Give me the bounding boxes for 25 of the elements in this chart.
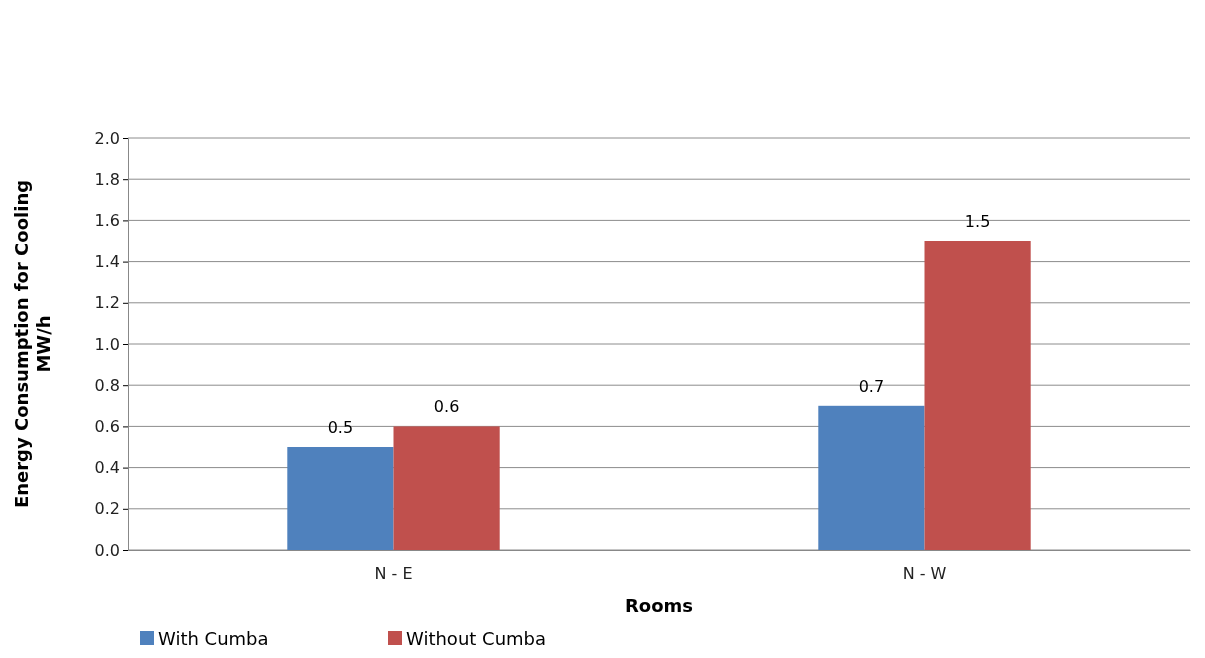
y-tick-label: 0.6 xyxy=(94,417,120,437)
x-axis-title: Rooms xyxy=(624,595,694,616)
y-tick-label: 1.4 xyxy=(94,252,120,272)
y-tick-label: 1.6 xyxy=(94,211,120,231)
bar xyxy=(818,405,925,550)
y-tick-label: 1.8 xyxy=(94,169,120,189)
y-tick-label: 0.8 xyxy=(94,375,120,395)
data-label: 0.5 xyxy=(327,418,354,437)
y-tick-label: 2.0 xyxy=(94,128,120,148)
y-tick-label: 0.4 xyxy=(94,458,120,478)
legend-label: Without Cumba xyxy=(406,628,547,649)
y-axis-title: Energy Consumption for Cooling MW/h xyxy=(11,179,54,509)
data-label: 1.5 xyxy=(964,212,991,231)
legend-label: With Cumba xyxy=(158,628,269,649)
y-tick-label: 1.2 xyxy=(94,293,120,313)
x-tick-label: N - W xyxy=(902,564,947,584)
y-tick-label: 0.2 xyxy=(94,499,120,519)
bar xyxy=(393,426,500,550)
x-tick-label: N - E xyxy=(374,564,413,584)
data-label: 0.7 xyxy=(858,376,885,396)
data-label: 0.6 xyxy=(433,397,460,417)
bar xyxy=(924,241,1031,550)
y-tick-label: 0.0 xyxy=(94,540,120,560)
bar xyxy=(287,447,394,550)
y-tick-label: 1.0 xyxy=(94,334,120,354)
